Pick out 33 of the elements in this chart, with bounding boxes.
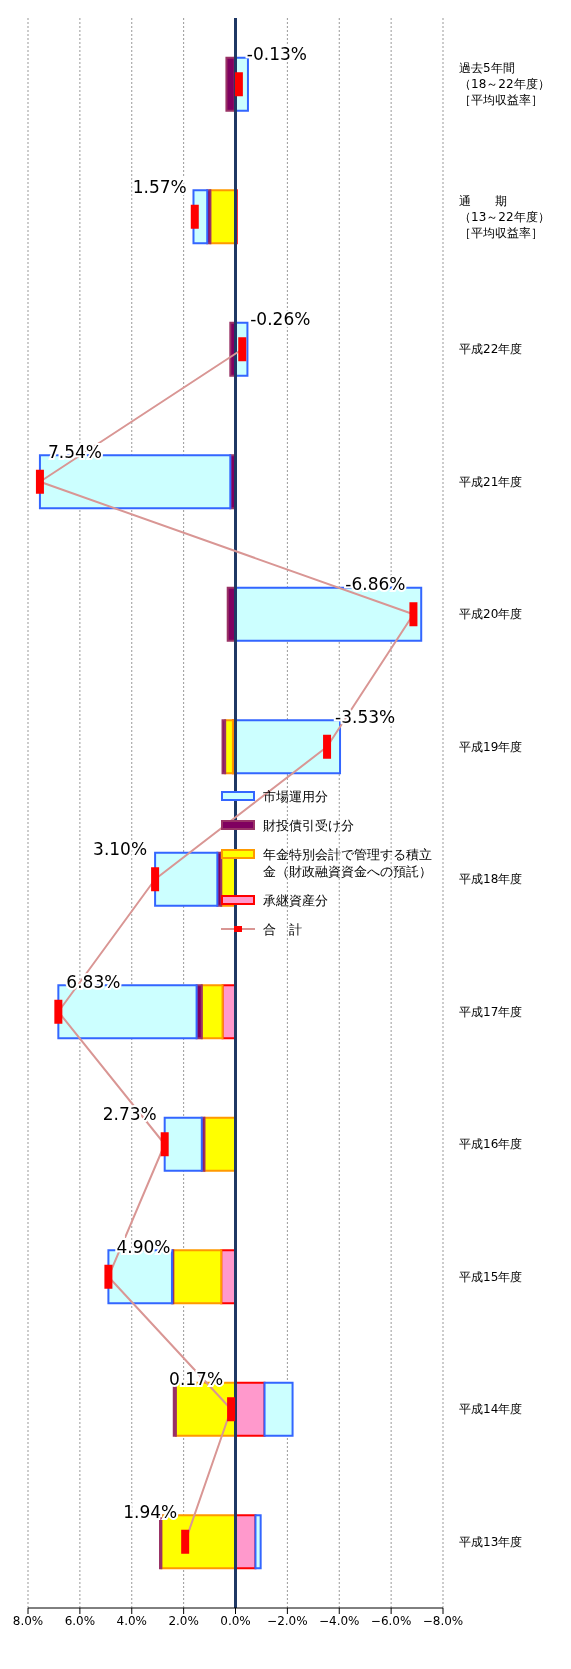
x-tick-label: 4.0% — [116, 1613, 147, 1628]
y-tick-label: 過去5年間（18～22年度）［平均収益率］ — [459, 61, 550, 108]
x-tick-label: −4.0% — [318, 1613, 360, 1628]
y-tick-label: 平成15年度 — [459, 1269, 523, 1284]
x-tick-label: −2.0% — [267, 1613, 308, 1628]
legend-label: 財投債引受け分 — [263, 817, 355, 834]
x-tick-label: 2.0% — [168, 1613, 199, 1628]
y-tick-label: 平成13年度 — [459, 1534, 523, 1549]
data-label: 2.73% — [102, 1104, 157, 1125]
y-tick-label: 平成20年度 — [459, 607, 523, 622]
y-tick-label: 平成21年度 — [459, 474, 523, 489]
y-tick-label: 平成17年度 — [459, 1004, 523, 1019]
x-tick-label: −6.0% — [370, 1613, 412, 1628]
data-label: 3.10% — [93, 839, 148, 860]
x-tick-label: 6.0% — [64, 1613, 96, 1628]
data-label: 1.94% — [123, 1501, 178, 1522]
y-tick-label: 平成19年度 — [459, 739, 523, 754]
x-tick-label: 8.0% — [12, 1613, 44, 1628]
legend-label: 合 計 — [263, 921, 303, 938]
y-tick-label: 平成16年度 — [459, 1137, 523, 1152]
data-label: -0.13% — [246, 44, 308, 65]
y-tick-label: 平成22年度 — [459, 342, 523, 357]
legend-label: 承継資産分 — [263, 892, 329, 909]
data-label: 1.57% — [132, 176, 187, 197]
y-tick-label: 通 期（13～22年度）［平均収益率］ — [459, 193, 550, 240]
x-tick-label: −8.0% — [422, 1613, 464, 1628]
x-tick-label: 0.0% — [220, 1613, 251, 1628]
data-label: -0.26% — [250, 309, 311, 330]
legend-label: 年金特別会計で管理する積立金（財政融資資金への預託） — [263, 846, 433, 880]
legend-label: 市場運用分 — [263, 788, 329, 805]
data-label: -3.53% — [335, 706, 396, 727]
y-tick-label: 平成18年度 — [459, 872, 523, 887]
y-tick-label: 平成14年度 — [459, 1402, 523, 1417]
